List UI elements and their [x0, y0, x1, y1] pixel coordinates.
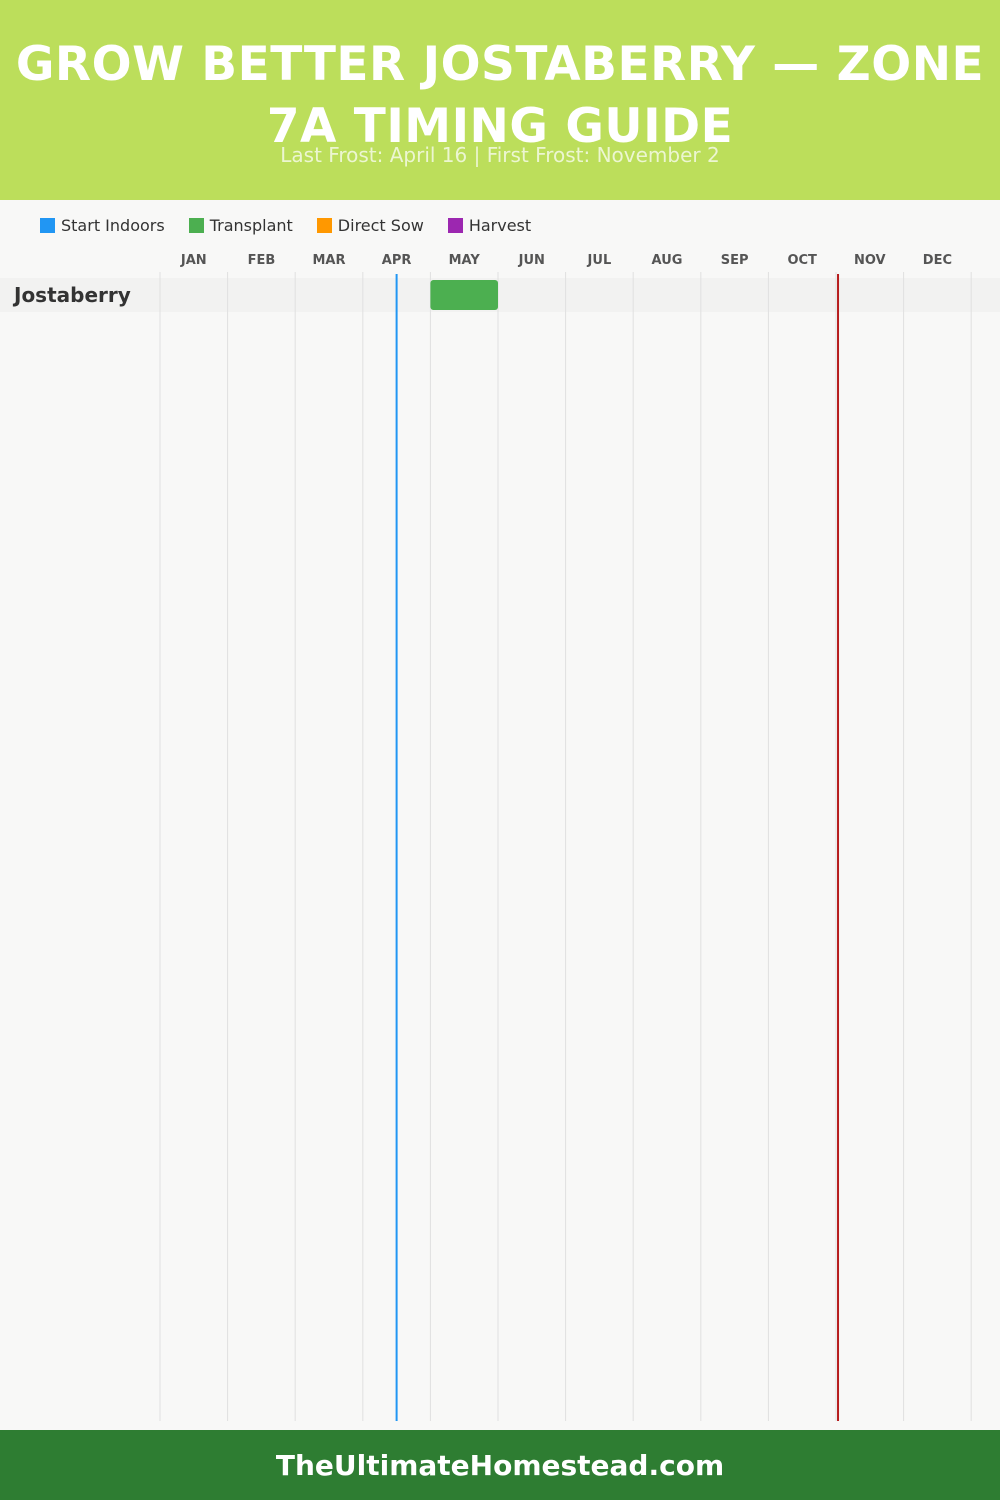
legend-label-start-indoors: Start Indoors — [61, 215, 165, 235]
month-label-jun: JUN — [518, 253, 545, 268]
month-label-sep: SEP — [721, 253, 749, 268]
footer-banner: TheUltimateHomestead.com — [0, 1430, 1000, 1500]
crop-label-0: Jostaberry — [12, 283, 131, 307]
month-label-aug: AUG — [652, 253, 683, 268]
legend-item-harvest: Harvest — [447, 215, 532, 235]
month-label-jan: JAN — [180, 253, 207, 268]
legend-swatch-transplant — [188, 217, 204, 233]
legend-swatch-harvest — [447, 217, 463, 233]
chart-legend: Start Indoors Transplant Direct Sow Harv… — [40, 214, 555, 236]
month-label-apr: APR — [382, 253, 412, 268]
month-label-dec: DEC — [923, 253, 952, 268]
legend-swatch-start-indoors — [40, 217, 55, 233]
legend-item-direct-sow: Direct Sow — [316, 215, 424, 235]
month-label-may: MAY — [449, 253, 481, 268]
month-label-feb: FEB — [248, 253, 276, 268]
legend-swatch-direct-sow — [316, 217, 332, 233]
month-label-mar: MAR — [312, 253, 345, 268]
month-label-jul: JUL — [587, 253, 612, 268]
legend-label-direct-sow: Direct Sow — [337, 215, 424, 235]
legend-item-transplant: Transplant — [188, 215, 293, 235]
month-label-nov: NOV — [854, 253, 886, 268]
page-title: GROW BETTER JOSTABERRY — ZONE 7A TIMING … — [15, 37, 985, 154]
row-background-0 — [0, 278, 1000, 312]
legend-item-start-indoors: Start Indoors — [40, 216, 165, 235]
month-label-oct: OCT — [787, 253, 817, 268]
footer-site-link[interactable]: TheUltimateHomestead.com — [275, 1448, 725, 1482]
planting-calendar-chart: JAN FEB MAR APR MAY JUN JUL AUG SEP OCT NOV DEC Jost… — [0, 253, 1000, 1421]
bar-transplant-0-0 — [430, 280, 498, 310]
legend-label-transplant: Transplant — [209, 215, 293, 235]
header-banner: GROW BETTER JOSTABERRY — ZONE 7A TIMING … — [0, 0, 1000, 200]
frost-dates-subtitle: Last Frost: April 16 | First Frost: Nove… — [280, 143, 720, 167]
legend-label-harvest: Harvest — [468, 215, 532, 235]
